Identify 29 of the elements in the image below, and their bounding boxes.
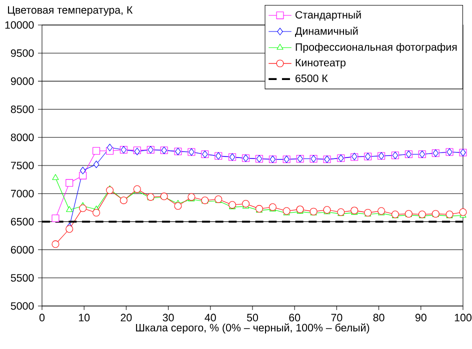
x-tick-label: 0	[39, 314, 45, 322]
legend-label: Профессиональная фотография	[296, 42, 457, 53]
y-tick-label: 6000	[10, 246, 34, 254]
y-tick-label: 8000	[10, 134, 34, 142]
y-tick-label: 5000	[10, 302, 34, 310]
y-tick-label: 5500	[10, 274, 34, 282]
x-tick-label: 50	[246, 314, 258, 322]
x-tick-label: 30	[162, 314, 174, 322]
x-tick-label: 90	[415, 314, 426, 322]
y-tick-label: 9000	[10, 77, 34, 85]
legend-label: Кинотеатр	[296, 58, 346, 69]
y-tick-label: 9500	[10, 49, 34, 57]
y-tick-label: 10000	[5, 21, 34, 29]
x-tick-label: 80	[373, 314, 384, 322]
y-tick-label: 7500	[10, 162, 34, 170]
x-tick-label: 60	[289, 314, 300, 322]
x-tick-label: 10	[78, 314, 90, 322]
x-axis-title: Шкала серого, % (0% – черный, 100% – белый)	[136, 323, 370, 334]
y-tick-label: 6500	[10, 218, 34, 226]
legend-label: 6500 К	[296, 74, 328, 82]
legend-label: Динамичный	[295, 26, 358, 37]
y-tick-label: 7000	[10, 190, 34, 198]
y-tick-label: 8500	[10, 106, 34, 114]
y-axis-title: Цветовая температура, К	[8, 6, 133, 16]
x-tick-label: 100	[454, 314, 472, 322]
x-tick-label: 70	[331, 314, 342, 322]
legend-label: Стандартный	[296, 10, 361, 21]
x-tick-label: 20	[120, 314, 132, 322]
x-tick-label: 40	[204, 314, 216, 322]
